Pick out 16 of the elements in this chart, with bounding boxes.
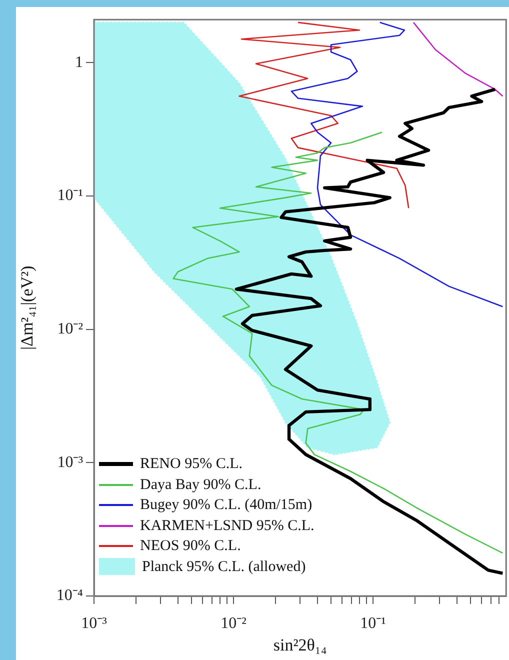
- x-tick-label: 10⁻²: [220, 614, 247, 632]
- y-tick-label: 10⁻²: [57, 320, 84, 338]
- y-tick-label: 10⁻¹: [57, 187, 84, 204]
- x-axis-title: sin²2θ₁₄: [273, 635, 327, 654]
- x-tick-label: 10⁻¹: [360, 614, 386, 632]
- legend-label: NEOS 90% C.L.: [140, 537, 241, 556]
- y-tick-label: 1: [75, 54, 83, 71]
- y-tick-label: 10⁻⁴: [56, 587, 84, 604]
- x-tick-label: 10⁻³: [81, 614, 108, 632]
- y-tick-label: 10⁻³: [57, 454, 84, 471]
- legend-label: RENO 95% C.L.: [140, 455, 242, 474]
- legend-label: KARMEN+LSND 95% C.L.: [140, 516, 314, 536]
- legend-label: Bugey 90% C.L. (40m/15m): [140, 496, 312, 515]
- legend-label: Daya Bay 90% C.L.: [140, 476, 262, 494]
- y-axis-title: |Δm²₄₁|(eV²): [18, 266, 37, 350]
- legend-label: Planck 95% C.L. (allowed): [142, 558, 306, 576]
